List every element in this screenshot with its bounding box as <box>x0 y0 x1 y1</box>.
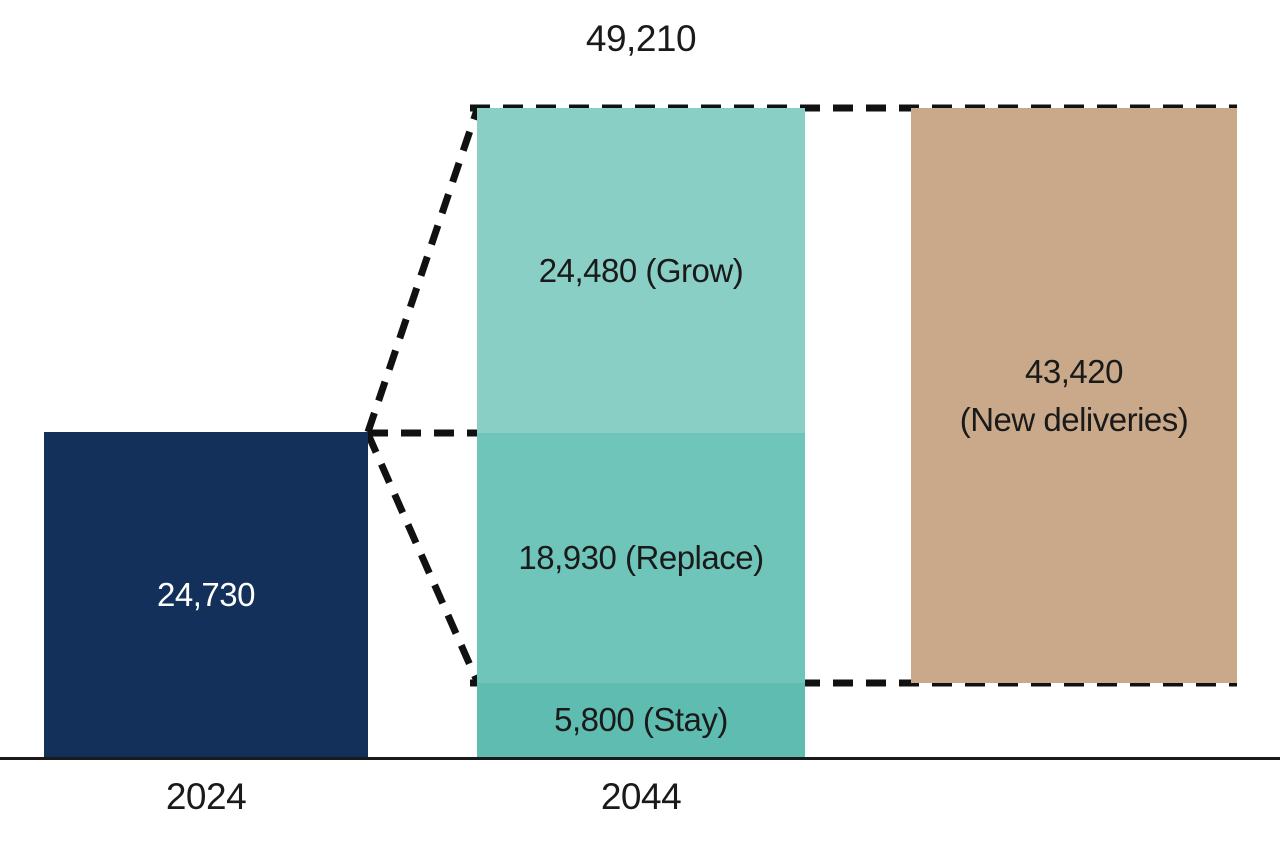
new-deliveries-caption: (New deliveries) <box>959 400 1189 438</box>
connector-diagonal-bottom <box>364 432 481 683</box>
x-axis-label-2044: 2044 <box>600 776 682 817</box>
segment-stay: 5,800 (Stay) <box>477 683 805 757</box>
bar-new-deliveries: 43,420 (New deliveries) <box>911 108 1237 683</box>
bar-new-deliveries-label: 43,420 (New deliveries) <box>960 348 1189 444</box>
bar-2024-value-label: 24,730 <box>157 575 255 613</box>
new-deliveries-value: 43,420 <box>1025 352 1123 390</box>
segment-replace: 18,930 (Replace) <box>477 433 805 683</box>
segment-replace-label: 18,930 (Replace) <box>518 539 764 577</box>
connector-diagonal-top <box>364 108 481 434</box>
x-axis-baseline <box>0 757 1280 760</box>
bar-2024: 24,730 <box>44 432 368 757</box>
segment-stay-label: 5,800 (Stay) <box>554 701 728 739</box>
x-axis-label-2024: 2024 <box>165 776 247 817</box>
segment-grow-label: 24,480 (Grow) <box>538 251 744 289</box>
total-2044-label: 49,210 <box>585 18 697 59</box>
segment-grow: 24,480 (Grow) <box>477 108 805 433</box>
